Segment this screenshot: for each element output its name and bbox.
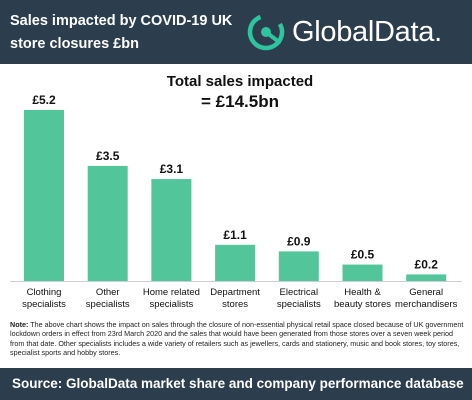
bar: [342, 264, 383, 281]
category-label: Home related specialists: [143, 287, 200, 310]
total-sales-callout: Total sales impacted = £14.5bn: [140, 72, 340, 112]
category-label: Other specialists: [86, 287, 130, 310]
category-label: Department stores: [210, 287, 260, 310]
chart-title-line2: store closures £bn: [10, 36, 139, 52]
category-label-line: Department: [210, 287, 260, 298]
category-label-line: beauty stores: [334, 299, 391, 310]
header-banner: Sales impacted by COVID-19 UK store clos…: [0, 0, 472, 64]
category-label-line: specialists: [86, 299, 130, 310]
note-text: The above chart shows the impact on sale…: [10, 320, 464, 357]
chart-note: Note: The above chart shows the impact o…: [10, 320, 465, 357]
bar-value-label: £0.9: [287, 234, 311, 248]
category-label-line: specialists: [149, 299, 193, 310]
category-label-line: Home related: [143, 287, 200, 298]
bar-value-label: £0.5: [351, 248, 375, 262]
bar-value-label: £3.5: [96, 149, 120, 163]
source-footer: Source: GlobalData market share and comp…: [0, 368, 472, 400]
note-label: Note:: [10, 320, 29, 329]
category-label-line: merchandisers: [395, 299, 458, 310]
bar: [215, 244, 256, 281]
bar: [278, 251, 319, 281]
category-label: Health & beauty stores: [334, 287, 391, 310]
category-label: Clothing specialists: [22, 287, 66, 310]
bar-value-label: £1.1: [223, 228, 247, 242]
category-label-line: Electrical: [280, 287, 319, 298]
brand-name: GlobalData.: [292, 15, 442, 48]
globaldata-logo: GlobalData.: [246, 8, 466, 56]
total-label: Total sales impacted: [166, 73, 314, 90]
bar-value-label: £5.2: [32, 93, 56, 107]
category-label-line: Health &: [344, 287, 381, 298]
category-label: General merchandisers: [395, 287, 458, 310]
category-label-line: specialists: [277, 299, 321, 310]
bar: [87, 165, 128, 281]
category-label-line: specialists: [22, 299, 66, 310]
total-value: = £14.5bn: [201, 92, 279, 111]
bar: [151, 179, 192, 281]
category-label: Electrical specialists: [277, 287, 321, 310]
bar: [24, 110, 64, 281]
bar-value-label: £3.1: [160, 162, 184, 176]
bar: [406, 274, 447, 281]
category-label-line: Clothing: [27, 287, 62, 298]
category-label-line: Other: [96, 287, 120, 298]
category-label-line: stores: [222, 299, 248, 310]
chart-title: Sales impacted by COVID-19 UK store clos…: [10, 10, 260, 56]
globaldata-mark-icon: [247, 13, 285, 51]
category-label-line: General: [409, 287, 443, 298]
bar-value-label: £0.2: [415, 257, 439, 271]
chart-title-line1: Sales impacted by COVID-19 UK: [10, 13, 233, 29]
